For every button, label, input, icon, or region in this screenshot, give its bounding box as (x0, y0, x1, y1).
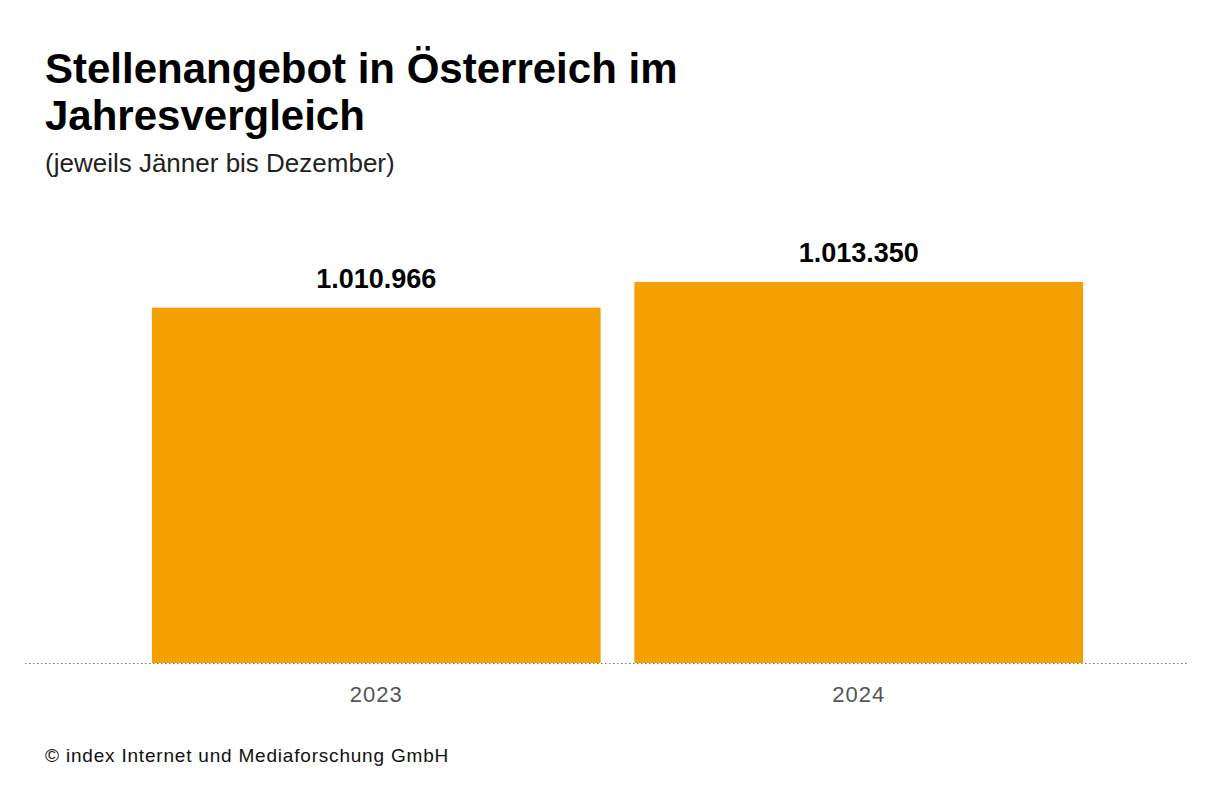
baseline (25, 663, 1188, 664)
bars (152, 282, 1083, 663)
chart: Stellenangebot in Österreich imJahresver… (0, 0, 1212, 810)
title: Stellenangebot in Österreich imJahresver… (45, 45, 677, 139)
x-tick-label: 2023 (350, 682, 403, 707)
x-tick-label: 2024 (832, 682, 885, 707)
data-label: 1.010.966 (316, 264, 436, 294)
bar (634, 282, 1083, 663)
data-label: 1.013.350 (799, 238, 919, 268)
title-line: Jahresvergleich (45, 92, 365, 139)
subtitle: (jeweils Jänner bis Dezember) (45, 148, 395, 178)
title-line: Stellenangebot in Österreich im (45, 45, 677, 92)
bar (152, 308, 601, 663)
source: © index Internet und Mediaforschung GmbH (45, 745, 449, 766)
